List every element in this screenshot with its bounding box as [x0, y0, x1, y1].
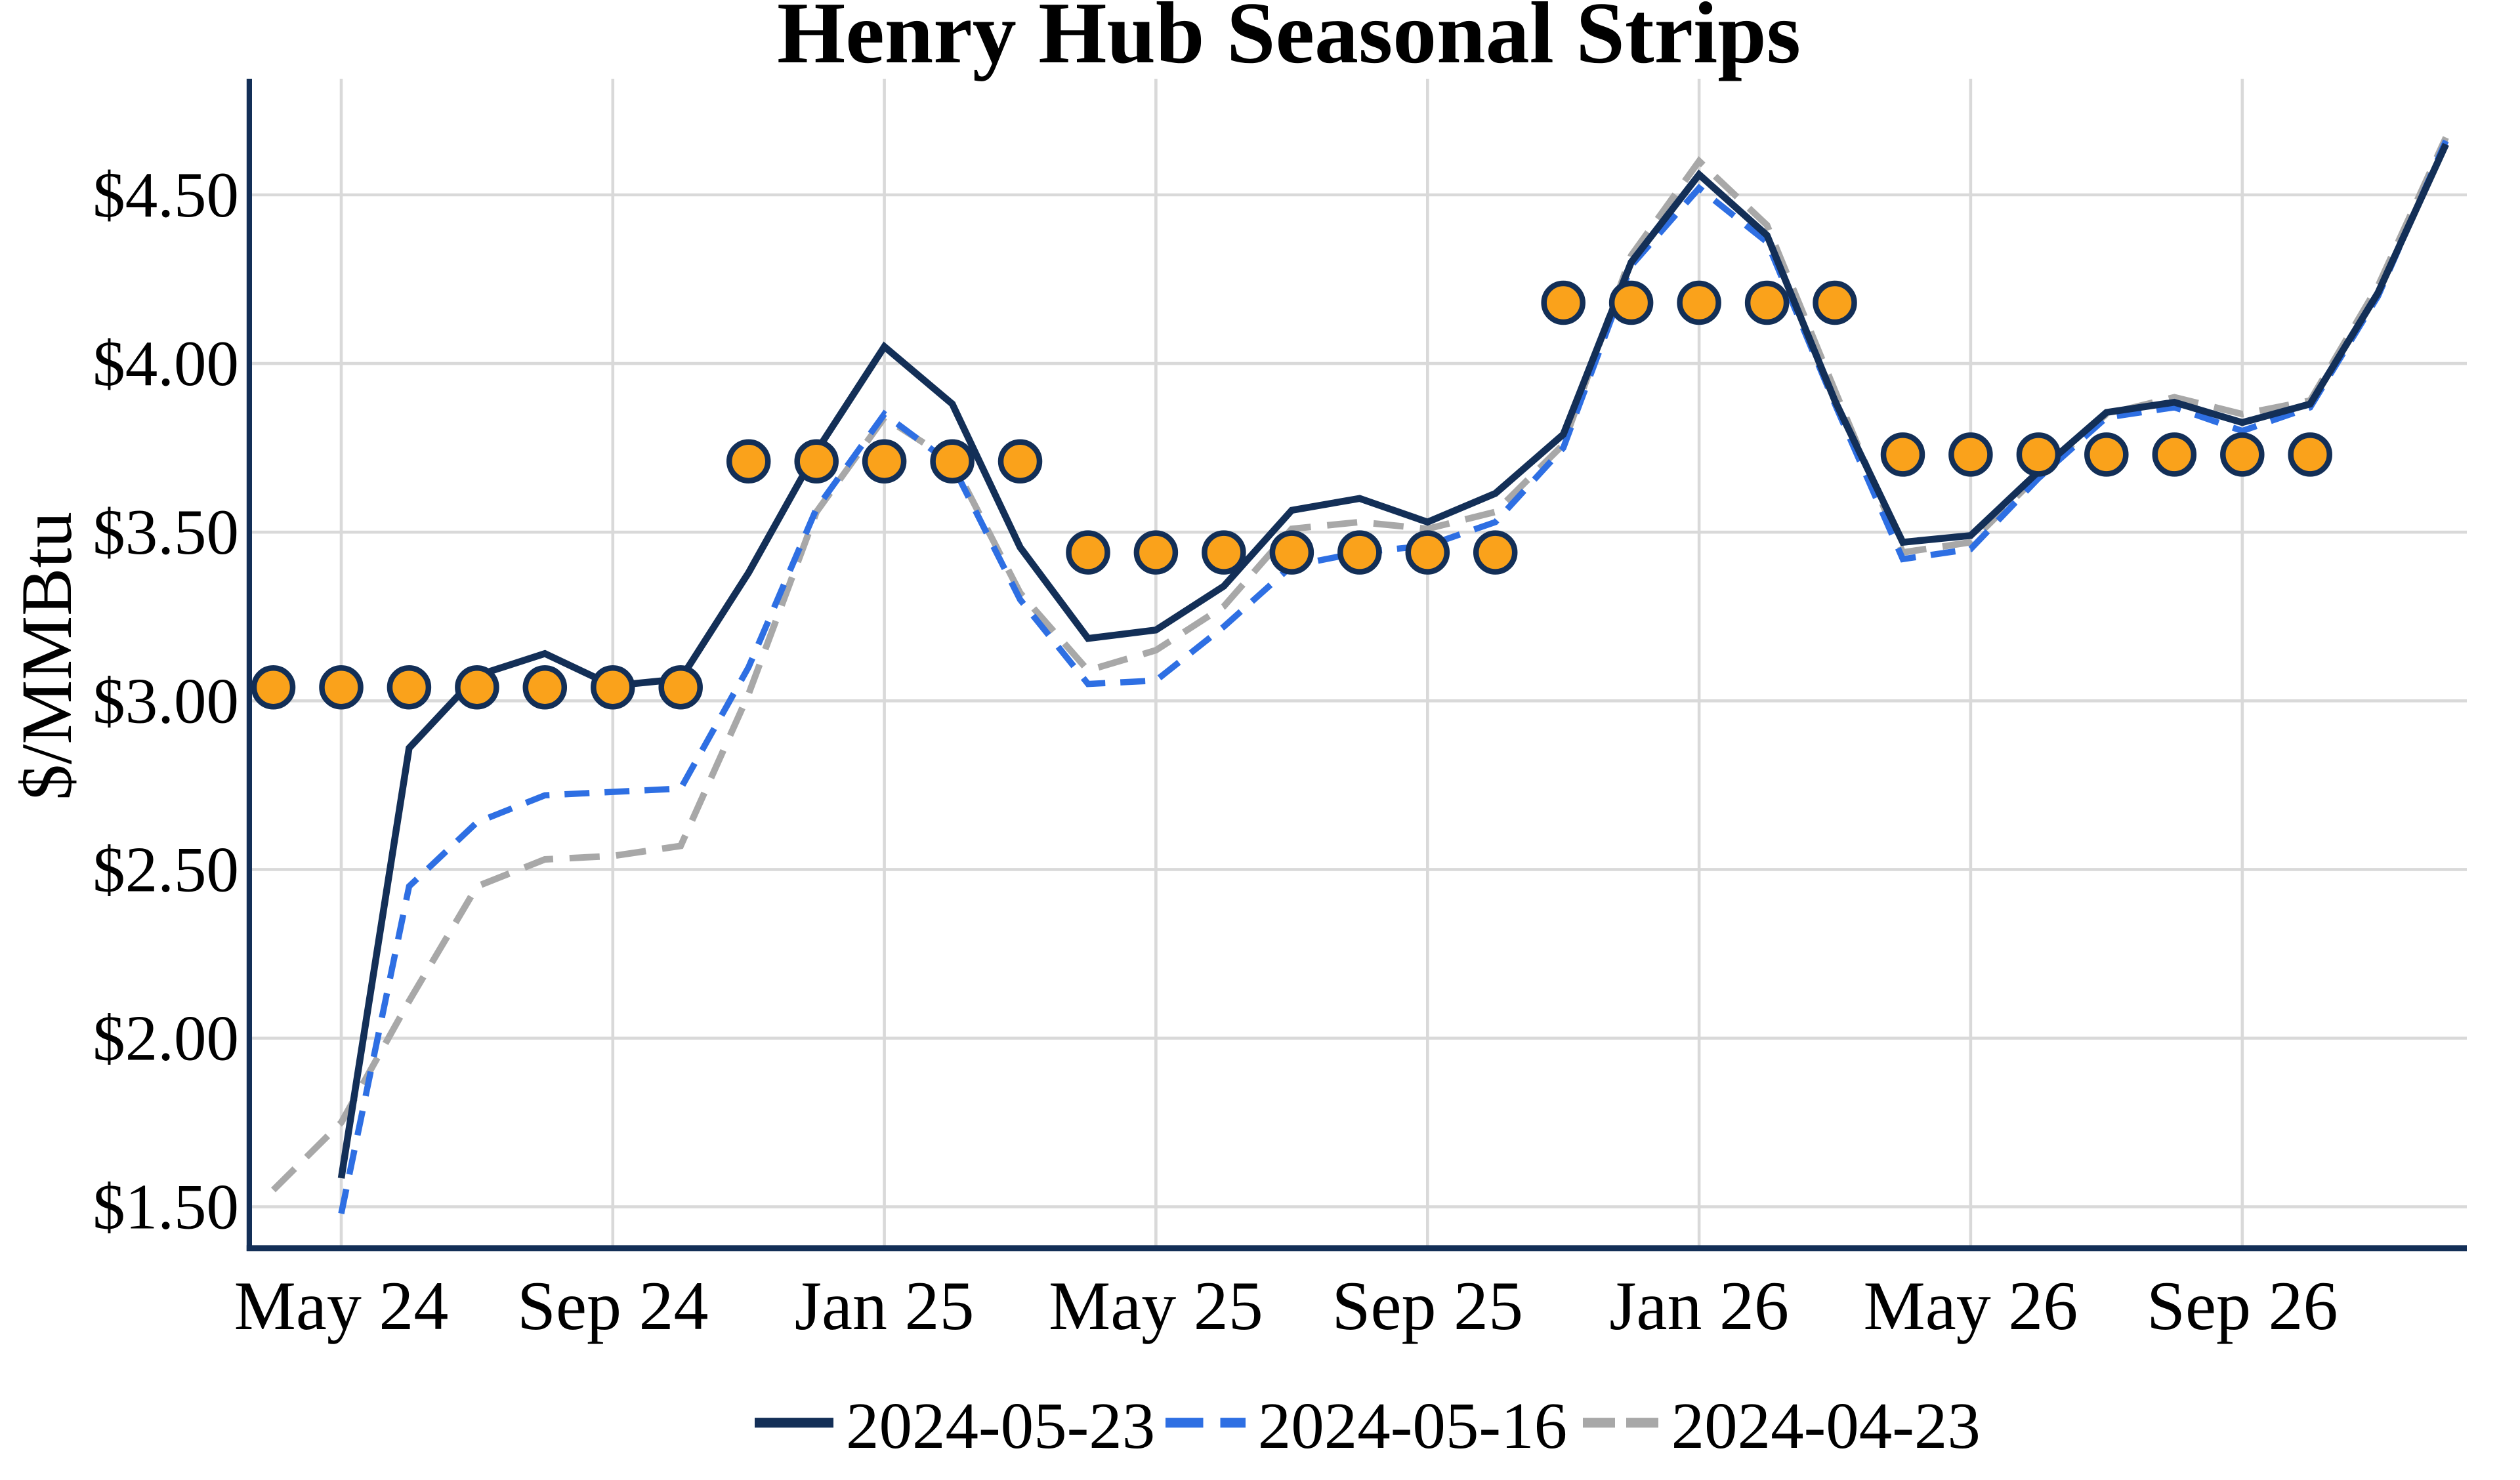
- svg-text:Henry Hub Seasonal Strips: Henry Hub Seasonal Strips: [777, 0, 1801, 81]
- svg-text:2024-05-16: 2024-05-16: [1258, 1389, 1567, 1462]
- svg-text:Jan 26: Jan 26: [1609, 1267, 1789, 1344]
- svg-text:Jan 25: Jan 25: [795, 1267, 975, 1344]
- svg-text:May 24: May 24: [234, 1267, 449, 1344]
- svg-text:Sep 25: Sep 25: [1332, 1267, 1524, 1344]
- svg-text:$4.50: $4.50: [93, 159, 239, 231]
- svg-text:$3.50: $3.50: [93, 497, 239, 568]
- svg-text:2024-05-23: 2024-05-23: [846, 1389, 1155, 1462]
- svg-text:Sep 26: Sep 26: [2147, 1267, 2338, 1344]
- svg-text:Sep 24: Sep 24: [517, 1267, 709, 1344]
- svg-text:May 25: May 25: [1049, 1267, 1263, 1344]
- svg-text:$4.00: $4.00: [93, 328, 239, 400]
- svg-text:$2.00: $2.00: [93, 1003, 239, 1075]
- svg-text:May 26: May 26: [1863, 1267, 2078, 1344]
- svg-text:$/MMBtu: $/MMBtu: [7, 512, 87, 800]
- svg-text:2024-04-23: 2024-04-23: [1671, 1389, 1981, 1462]
- svg-text:$3.00: $3.00: [93, 665, 239, 737]
- svg-text:$2.50: $2.50: [93, 834, 239, 905]
- svg-text:$1.50: $1.50: [93, 1172, 239, 1243]
